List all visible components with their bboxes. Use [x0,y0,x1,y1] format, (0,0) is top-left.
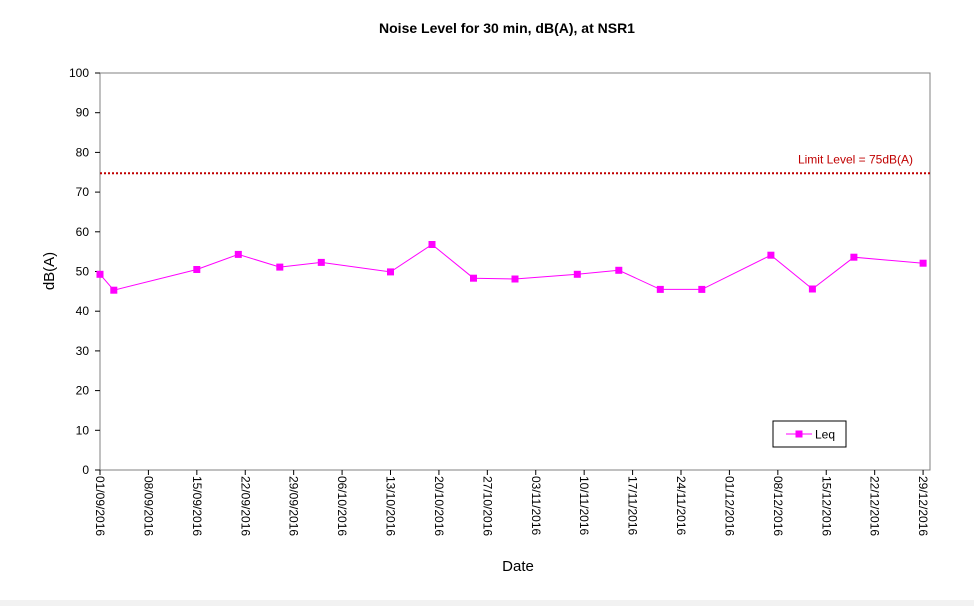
x-tick-label: 24/11/2016 [674,476,688,535]
leq-data-point [193,266,201,273]
y-tick-label: 40 [76,304,90,318]
plot-area [99,72,931,471]
leq-data-point [850,253,858,261]
legend-marker-icon [795,430,803,438]
y-tick-label: 50 [76,265,90,279]
leq-data-point [698,285,706,293]
x-tick-label: 29/12/2016 [916,476,930,536]
leq-series-markers [96,241,927,294]
leq-data-point [110,286,118,294]
x-tick-label: 17/11/2016 [626,476,640,535]
y-tick-label: 60 [76,225,90,239]
x-tick-label: 13/10/2016 [384,476,398,536]
leq-data-point [573,270,581,278]
leq-data-point [96,270,104,278]
y-tick-label: 100 [69,66,89,80]
x-tick-label: 27/10/2016 [480,476,494,536]
x-tick-label: 08/12/2016 [771,476,785,536]
chart-title: Noise Level for 30 min, dB(A), at NSR1 [379,20,635,36]
y-tick-label: 70 [76,185,90,199]
x-tick-label: 01/12/2016 [722,476,736,536]
y-tick-label: 30 [76,344,90,358]
leq-data-point [919,259,927,267]
leq-data-point [767,251,775,259]
y-tick-label: 90 [76,106,90,120]
leq-data-point [470,274,477,282]
y-tick-label: 10 [76,423,90,437]
x-axis: 01/09/2016 08/09/2016 15/09/2016 22/09/2016… [93,470,930,536]
x-tick-label: 15/09/2016 [190,476,204,536]
legend-label-leq: Leq [815,428,835,442]
x-axis-title: Date [502,558,534,575]
x-tick-label: 22/09/2016 [238,476,252,536]
leq-data-point [615,266,623,274]
x-tick-label: 08/09/2016 [141,476,155,536]
leq-data-point [387,268,394,276]
x-tick-label: 06/10/2016 [335,476,349,536]
leq-data-point [317,258,325,266]
y-tick-label: 20 [76,384,90,398]
y-axis-title: dB(A) [41,252,58,290]
y-tick-label: 80 [76,145,90,159]
x-tick-label: 10/11/2016 [577,476,591,535]
limit-level-label: Limit Level = 75dB(A) [798,152,913,166]
x-tick-label: 22/12/2016 [868,476,882,536]
leq-data-point [808,285,816,293]
y-axis: 0 10 20 30 40 50 60 70 80 90 100 [69,66,100,477]
leq-data-point [511,275,519,283]
x-tick-label: 29/09/2016 [287,476,301,536]
y-tick-label: 0 [82,463,89,477]
x-tick-label: 01/09/2016 [93,476,107,536]
leq-data-point [428,241,436,248]
leq-data-point [234,250,242,258]
leq-data-point [656,285,664,293]
leq-series-line [99,243,924,291]
x-tick-label: 03/11/2016 [529,476,543,535]
x-tick-label: 20/10/2016 [432,476,446,536]
leq-data-point [276,263,284,271]
x-tick-label: 15/12/2016 [819,476,833,536]
legend: Leq [772,420,847,448]
